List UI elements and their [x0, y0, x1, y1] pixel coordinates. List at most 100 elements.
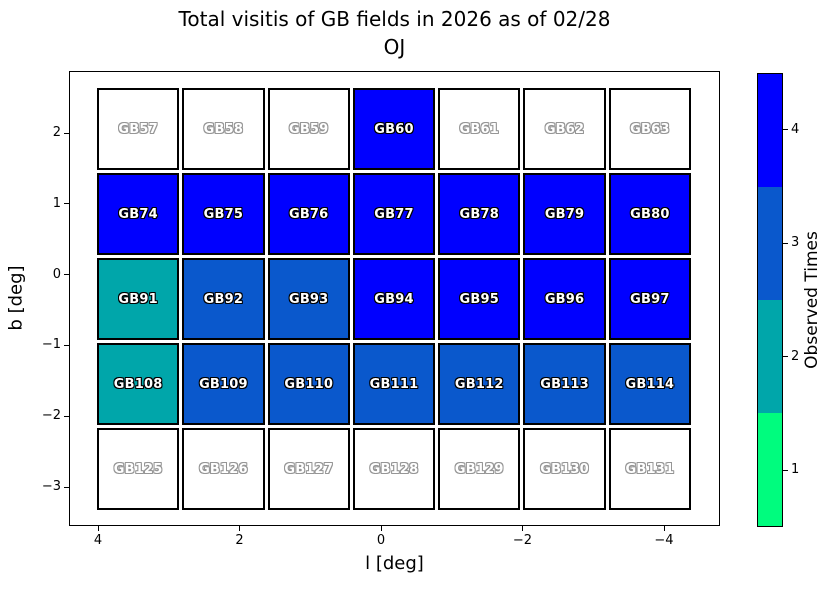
colorbar-segment [758, 74, 782, 187]
colorbar-tick-label: 3 [791, 235, 800, 251]
field-cell-GB58: GB58 [182, 88, 265, 170]
field-label: GB61 [459, 121, 500, 137]
field-label: GB62 [544, 121, 585, 137]
field-label: GB128 [369, 461, 419, 477]
field-label: GB96 [544, 291, 585, 307]
field-cell-GB60: GB60 [352, 88, 436, 170]
field-cell-GB112: GB112 [438, 343, 521, 425]
y-tick-label: 2 [52, 125, 61, 140]
field-label: GB131 [625, 461, 675, 477]
colorbar [757, 73, 783, 527]
field-cell-GB97: GB97 [608, 258, 691, 340]
field-label: GB97 [630, 291, 670, 307]
x-tick-label: 0 [376, 533, 386, 548]
field-label: GB127 [284, 461, 334, 477]
field-cell-GB113: GB113 [523, 343, 606, 425]
field-label: GB74 [118, 206, 158, 222]
colorbar-segment [758, 300, 782, 413]
x-tick-label: −2 [512, 533, 533, 548]
colorbar-tick-mark [783, 129, 788, 131]
field-label: GB75 [203, 206, 244, 222]
x-tick-mark [97, 526, 99, 531]
y-tick-mark [64, 132, 69, 134]
field-cell-GB63: GB63 [608, 88, 691, 170]
field-cell-GB62: GB62 [523, 88, 606, 170]
field-cell-GB128: GB128 [352, 428, 436, 510]
field-label: GB76 [288, 206, 329, 222]
colorbar-tick-label: 4 [791, 121, 800, 137]
field-cell-GB110: GB110 [267, 343, 350, 425]
y-tick-label: 0 [52, 266, 61, 282]
y-tick-mark [64, 203, 69, 205]
field-cell-GB77: GB77 [352, 173, 436, 255]
x-tick-mark [380, 526, 382, 531]
field-cell-GB75: GB75 [182, 173, 265, 255]
field-label: GB114 [625, 376, 675, 392]
chart-title-line1: Total visitis of GB fields in 2026 as of… [178, 7, 611, 31]
field-cell-GB78: GB78 [438, 173, 521, 255]
field-label: GB130 [540, 461, 589, 477]
field-label: GB78 [459, 206, 500, 222]
field-cell-GB59: GB59 [267, 88, 350, 170]
field-cell-GB92: GB92 [182, 258, 265, 340]
field-cell-GB109: GB109 [182, 343, 265, 425]
field-label: GB94 [374, 291, 414, 307]
field-cell-GB125: GB125 [97, 428, 180, 510]
chart-title-line2: OJ [383, 35, 406, 59]
y-tick-label: −3 [41, 479, 61, 494]
field-label: GB111 [369, 376, 419, 392]
colorbar-tick-label: 1 [791, 462, 800, 478]
field-cell-GB131: GB131 [608, 428, 691, 510]
field-cell-GB79: GB79 [523, 173, 606, 255]
y-axis-label: b [deg] [5, 265, 27, 331]
field-cell-GB80: GB80 [608, 173, 691, 255]
field-cell-GB111: GB111 [352, 343, 436, 425]
field-cell-GB74: GB74 [97, 173, 180, 255]
colorbar-tick-mark [783, 356, 788, 358]
field-cell-GB57: GB57 [97, 88, 180, 170]
field-cell-GB61: GB61 [438, 88, 521, 170]
x-tick-mark [522, 526, 523, 531]
field-label: GB91 [118, 291, 158, 307]
field-label: GB60 [374, 121, 414, 137]
field-label: GB110 [284, 376, 334, 392]
field-label: GB79 [544, 206, 585, 222]
field-label: GB57 [118, 121, 158, 137]
field-grid: GB57 GB58 GB59 GB60 GB61 GB62 GB63 GB74 GB75 GB76… [97, 88, 691, 510]
field-label: GB63 [630, 121, 670, 137]
y-tick-mark [64, 415, 69, 417]
field-label: GB77 [374, 206, 414, 222]
field-label: GB95 [459, 291, 500, 307]
x-tick-mark [239, 526, 240, 531]
field-cell-GB108: GB108 [97, 343, 180, 425]
field-label: GB112 [454, 376, 504, 392]
field-label: GB59 [288, 121, 329, 137]
field-label: GB93 [288, 291, 329, 307]
field-cell-GB91: GB91 [97, 258, 180, 340]
field-label: GB108 [113, 376, 163, 392]
field-label: GB80 [630, 206, 670, 222]
field-label: GB58 [203, 121, 244, 137]
y-tick-label: 1 [52, 195, 61, 211]
field-cell-GB96: GB96 [523, 258, 606, 340]
y-tick-mark [64, 274, 69, 276]
field-cell-GB130: GB130 [523, 428, 606, 510]
field-label: GB113 [540, 376, 589, 392]
colorbar-tick-mark [783, 469, 788, 471]
field-cell-GB114: GB114 [608, 343, 691, 425]
field-cell-GB95: GB95 [438, 258, 521, 340]
x-tick-label: 2 [235, 533, 244, 548]
field-cell-GB126: GB126 [182, 428, 265, 510]
x-tick-label: −4 [654, 533, 674, 548]
y-tick-mark [64, 486, 69, 488]
chart-title: Total visitis of GB fields in 2026 as of… [69, 5, 720, 61]
y-tick-label: −2 [41, 408, 61, 424]
field-cell-GB93: GB93 [267, 258, 350, 340]
field-cell-GB129: GB129 [438, 428, 521, 510]
colorbar-label: Observed Times [802, 231, 822, 369]
colorbar-segment [758, 187, 782, 300]
field-label: GB129 [454, 461, 504, 477]
field-cell-GB94: GB94 [352, 258, 436, 340]
field-label: GB125 [113, 461, 163, 477]
